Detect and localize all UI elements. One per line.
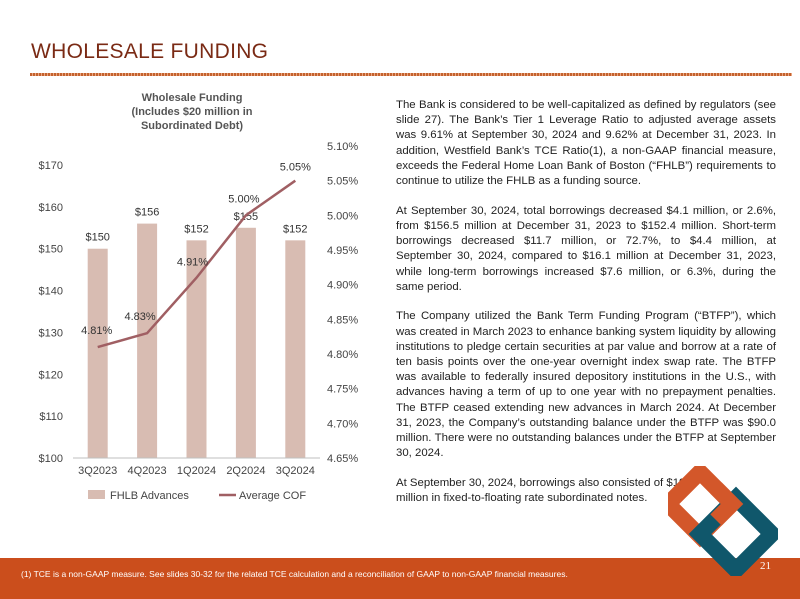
line-data-label: 4.81% (81, 325, 112, 337)
bar-data-label: $156 (135, 207, 159, 219)
y-left-tick-label: $120 (39, 369, 63, 381)
y-right-tick-label: 4.95% (327, 245, 358, 257)
y-right-tick-label: 4.80% (327, 349, 358, 361)
x-tick-label: 2Q2024 (226, 465, 265, 477)
bar-fhlb-advances (137, 223, 158, 458)
title-divider (30, 73, 792, 76)
paragraph-capital: The Bank is considered to be well-capita… (396, 99, 776, 188)
y-right-tick-label: 5.10% (327, 141, 358, 153)
bar-fhlb-advances (186, 240, 207, 458)
wholesale-funding-chart: Wholesale Funding (Includes $20 million i… (39, 92, 359, 502)
bar-fhlb-advances (235, 227, 256, 458)
bank-logo-icon (668, 466, 778, 576)
y-right-tick-label: 5.05% (327, 176, 358, 188)
page-title: WHOLESALE FUNDING (31, 40, 269, 63)
line-data-label: 5.00% (228, 193, 259, 205)
y-left-tick-label: $170 (39, 160, 63, 172)
logo-teal-diamond (688, 486, 778, 576)
legend-swatch-fhlb-advances (88, 490, 105, 499)
body-text: The Bank is considered to be well-capita… (396, 98, 776, 521)
paragraph-btfp: The Company utilized the Bank Term Fundi… (396, 310, 776, 460)
y-right-tick-label: 4.85% (327, 314, 358, 326)
x-tick-label: 4Q2023 (128, 465, 167, 477)
page-number: 21 (760, 560, 771, 572)
chart-title-line: Subordinated Debt) (141, 120, 243, 132)
y-left-tick-label: $160 (39, 202, 63, 214)
legend-label-fhlb-advances: FHLB Advances (110, 490, 189, 502)
bar-data-label: $150 (85, 232, 109, 244)
footnote: (1) TCE is a non-GAAP measure. See slide… (21, 569, 568, 579)
bar-fhlb-advances (87, 248, 108, 458)
bar-data-label: $152 (283, 223, 307, 235)
y-right-tick-label: 4.70% (327, 418, 358, 430)
line-data-label: 5.05% (280, 162, 311, 174)
paragraph-borrowings: At September 30, 2024, total borrowings … (396, 204, 776, 293)
y-left-tick-label: $140 (39, 286, 63, 298)
y-right-tick-label: 4.90% (327, 280, 358, 292)
y-left-tick-label: $130 (39, 327, 63, 339)
logo-orange-overlap (710, 482, 744, 526)
chart-title-line: Wholesale Funding (142, 92, 243, 104)
chart-title-line: (Includes $20 million in (131, 106, 252, 118)
line-data-label: 4.91% (177, 257, 208, 269)
x-tick-label: 3Q2024 (276, 465, 315, 477)
footer-bar: (1) TCE is a non-GAAP measure. See slide… (0, 558, 800, 599)
y-left-tick-label: $110 (39, 411, 63, 423)
y-right-tick-label: 4.65% (327, 453, 358, 465)
bar-data-label: $152 (184, 223, 208, 235)
line-average-cof (97, 179, 297, 349)
paragraph-subordinated-notes: At September 30, 2024, borrowings also c… (396, 476, 695, 505)
y-right-tick-label: 4.75% (327, 384, 358, 396)
line-data-label: 4.83% (124, 311, 155, 323)
y-left-tick-label: $100 (39, 453, 63, 465)
y-left-tick-label: $150 (39, 244, 63, 256)
x-tick-label: 3Q2023 (78, 465, 117, 477)
y-right-tick-label: 5.00% (327, 210, 358, 222)
bar-fhlb-advances (285, 240, 306, 458)
legend-label-average-cof: Average COF (239, 490, 306, 502)
x-tick-label: 1Q2024 (177, 465, 216, 477)
